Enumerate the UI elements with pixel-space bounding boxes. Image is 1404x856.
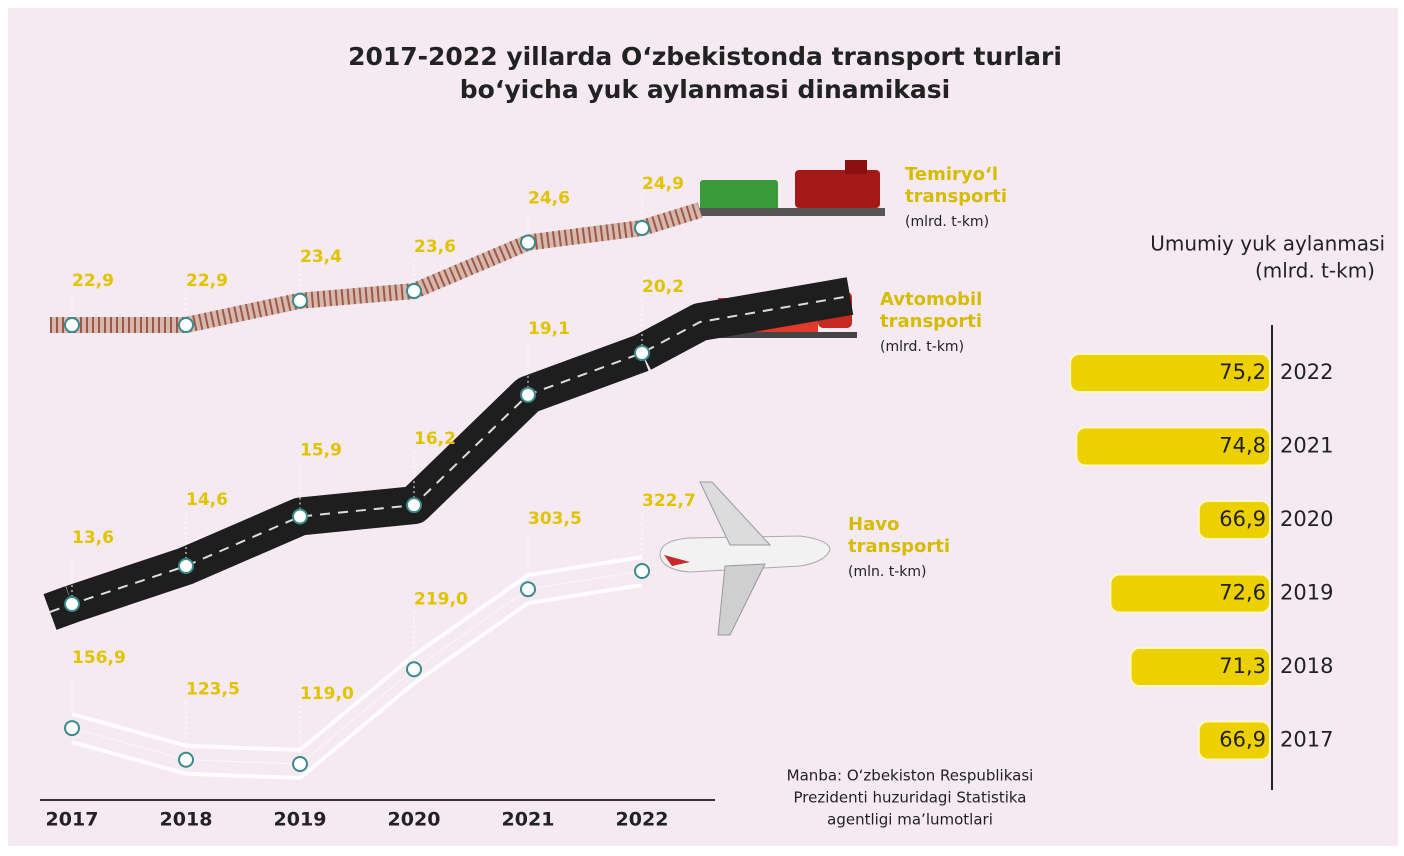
data-label: 20,2 [642,277,684,297]
bar-value-label: 66,9 [1219,728,1266,752]
point [293,510,307,524]
data-label: 13,6 [72,528,114,548]
page: {"title": ["2017-2022 yillarda O‘zbekist… [0,0,1404,852]
data-label: 156,9 [72,648,126,668]
series-unit: (mlrd. t-km) [905,214,989,230]
point [635,564,649,578]
data-label: 16,2 [414,429,456,449]
point [407,498,421,512]
data-label: 24,9 [642,174,684,194]
point [407,662,421,676]
title-line: 2017-2022 yillarda O‘zbekistonda transpo… [348,42,1062,71]
bar-value-label: 66,9 [1219,507,1266,531]
data-label: 19,1 [528,319,570,339]
data-label: 14,6 [186,490,228,510]
point [65,597,79,611]
title-line: bo‘yicha yuk aylanmasi dinamikasi [460,75,950,104]
point [65,721,79,735]
source-note: Prezidenti huzuridagi Statistika [794,789,1027,807]
source-note: agentligi ma’lumotlari [827,811,993,829]
point [521,236,535,250]
x-tick-label: 2021 [502,809,555,831]
data-label: 23,6 [414,237,456,257]
y-tick-label: 2020 [1280,507,1333,531]
bar-value-label: 75,2 [1219,360,1266,384]
x-tick-label: 2022 [616,809,669,831]
point [179,318,193,332]
data-label: 15,9 [300,441,342,461]
data-label: 322,7 [642,491,696,511]
data-label: 24,6 [528,189,570,209]
y-tick-label: 2018 [1280,654,1333,678]
x-tick-label: 2018 [160,809,213,831]
x-tick-label: 2020 [388,809,441,831]
series-unit: (mlrd. t-km) [880,339,964,355]
data-label: 22,9 [72,271,114,291]
y-tick-label: 2019 [1280,581,1333,605]
data-label: 22,9 [186,271,228,291]
point [521,388,535,402]
data-label: 119,0 [300,684,354,704]
infographic: 2017-2022 yillarda O‘zbekistonda transpo… [0,0,1404,852]
x-tick-label: 2017 [46,809,99,831]
bar-value-label: 74,8 [1219,434,1266,458]
point [179,559,193,573]
point [635,346,649,360]
point [407,284,421,298]
point [635,221,649,235]
point [65,318,79,332]
x-tick-label: 2019 [274,809,327,831]
data-label: 123,5 [186,680,240,700]
data-label: 23,4 [300,247,342,267]
point [521,582,535,596]
y-tick-label: 2017 [1280,728,1333,752]
source-note: Manba: O‘zbekiston Respublikasi [787,767,1034,785]
point [179,753,193,767]
bar-value-label: 72,6 [1219,581,1266,605]
bar-value-label: 71,3 [1219,654,1266,678]
chart-title: Umumiy yuk aylanmasi [1150,232,1385,256]
chart-subtitle: (mlrd. t-km) [1255,259,1375,283]
point [293,757,307,771]
y-tick-label: 2021 [1280,434,1333,458]
data-label: 219,0 [414,589,468,609]
y-tick-label: 2022 [1280,360,1333,384]
series-unit: (mln. t-km) [848,564,927,580]
point [293,294,307,308]
data-label: 303,5 [528,509,582,529]
